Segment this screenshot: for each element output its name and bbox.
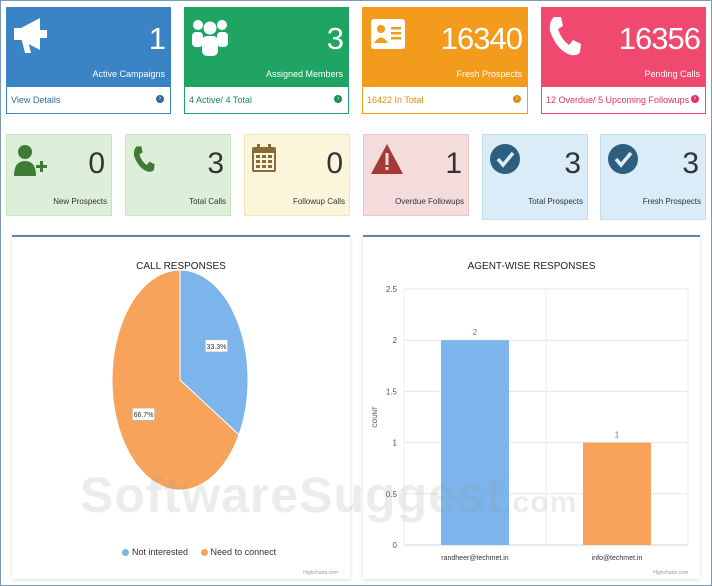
pie-slice-need-to-connect[interactable] (111, 269, 240, 491)
y-tick-label: 2 (393, 336, 398, 345)
card-label: Pending Calls (644, 69, 700, 79)
card-body: 1 Active Campaigns (6, 7, 171, 87)
y-tick-label: 0.5 (386, 490, 398, 499)
calendar-icon (251, 143, 277, 178)
agent-responses-panel: AGENT-WISE RESPONSES 0 0.5 1 1.5 2 2.5 COUNT 2 r… (363, 235, 700, 579)
stat-label: Fresh Prospects (642, 197, 701, 206)
card-footer-text: 4 Active/ 4 Total (189, 95, 252, 105)
bar-data-label: 1 (615, 431, 620, 440)
stat-label: Followup Calls (292, 197, 345, 206)
pie-legend: Not interested Need to connect (122, 547, 276, 557)
card-value: 16356 (618, 21, 701, 56)
x-tick-label: info@techmet.in (592, 555, 643, 562)
card-label: Fresh Prospects (456, 69, 522, 79)
card-label: Assigned Members (265, 69, 343, 79)
bar-data-label: 2 (473, 328, 478, 337)
overdue-followups-card[interactable]: 1 Overdue Followups (363, 134, 469, 216)
warning-icon (370, 143, 404, 180)
card-value: 16340 (440, 21, 523, 56)
card-body: 3 Assigned Members (184, 7, 349, 87)
card-value: 1 (148, 21, 166, 56)
card-footer-text: 16422 In Total (367, 95, 424, 105)
fresh-prospects-card: 16340 Fresh Prospects 16422 In Total › (362, 7, 528, 114)
y-tick-label: 1.5 (386, 387, 398, 396)
total-calls-card[interactable]: 3 Total Calls (125, 134, 231, 216)
pending-calls-footer-link[interactable]: 12 Overdue/ 5 Upcoming Followups › (541, 87, 706, 114)
assigned-members-card: 3 Assigned Members 4 Active/ 4 Total › (184, 7, 349, 114)
view-details-link[interactable]: View Details › (6, 87, 171, 114)
followup-calls-card[interactable]: 0 Followup Calls (244, 134, 350, 216)
prospects-footer-link[interactable]: 16422 In Total › (362, 87, 528, 114)
contact-card-icon (368, 15, 408, 58)
chart-credit[interactable]: Highcharts.com (303, 570, 338, 576)
panel-title: AGENT-WISE RESPONSES (467, 261, 596, 272)
panel-title: CALL RESPONSES (136, 261, 226, 272)
agent-responses-bar-chart: 0 0.5 1 1.5 2 2.5 COUNT 2 randheer@techmet.in 1 in… (373, 285, 689, 562)
arrow-circle-right-icon[interactable]: › (691, 95, 699, 103)
pie-slice-not-interested[interactable] (179, 269, 249, 436)
stat-value: 3 (682, 147, 699, 180)
stat-label: Overdue Followups (395, 197, 464, 206)
call-responses-pie-chart: 33.3% 66.7% (111, 269, 249, 491)
y-tick-label: 0 (393, 541, 398, 550)
y-axis-label: COUNT (373, 406, 379, 428)
pie-data-label: 66.7% (132, 407, 155, 421)
check-circle-icon (489, 143, 521, 180)
bar-randheer@techmet.in[interactable] (441, 340, 509, 545)
stat-label: Total Calls (189, 197, 226, 206)
card-body: 16356 Pending Calls (541, 7, 706, 87)
members-footer-link[interactable]: 4 Active/ 4 Total › (184, 87, 349, 114)
legend-item-need-to-connect[interactable]: Need to connect (200, 547, 276, 557)
svg-text:33.3%: 33.3% (207, 344, 227, 351)
pie-data-label: 33.3% (205, 339, 228, 353)
chart-credit[interactable]: Highcharts.com (653, 570, 688, 576)
check-circle-icon (607, 143, 639, 180)
card-label: Active Campaigns (92, 69, 165, 79)
stat-value: 0 (326, 147, 343, 180)
y-tick-label: 2.5 (386, 285, 398, 294)
group-icon (190, 15, 230, 64)
svg-text:66.7%: 66.7% (134, 412, 154, 419)
y-tick-label: 1 (393, 439, 398, 448)
watermark: SoftwareSuggest.com (80, 467, 578, 523)
active-campaigns-card: 1 Active Campaigns View Details › (6, 7, 171, 114)
bar-info@techmet.in[interactable] (583, 442, 651, 545)
arrow-circle-right-icon[interactable]: › (334, 95, 342, 103)
phone-icon (132, 143, 156, 180)
stat-value: 3 (207, 147, 224, 180)
phone-icon (547, 15, 583, 62)
x-tick-label: randheer@techmet.in (441, 555, 509, 562)
arrow-circle-right-icon[interactable]: › (513, 95, 521, 103)
stat-value: 1 (445, 147, 462, 180)
fresh-prospects-small-card[interactable]: 3 Fresh Prospects (600, 134, 706, 220)
new-prospects-card[interactable]: 0 New Prospects (6, 134, 112, 216)
pending-calls-card: 16356 Pending Calls 12 Overdue/ 5 Upcomi… (541, 7, 706, 114)
call-responses-panel: CALL RESPONSES 33.3% 66.7% Not interested… (12, 235, 350, 579)
stat-label: Total Prospects (528, 197, 583, 206)
stat-label: New Prospects (53, 197, 107, 206)
stat-value: 3 (564, 147, 581, 180)
megaphone-icon (12, 15, 50, 60)
arrow-circle-right-icon[interactable]: › (156, 95, 164, 103)
legend-item-not-interested[interactable]: Not interested (122, 547, 188, 557)
card-footer-text: 12 Overdue/ 5 Upcoming Followups (546, 95, 690, 105)
total-prospects-card[interactable]: 3 Total Prospects (482, 134, 588, 220)
stat-value: 0 (88, 147, 105, 180)
card-value: 3 (326, 21, 344, 56)
card-body: 16340 Fresh Prospects (362, 7, 528, 87)
card-footer-text: View Details (11, 95, 61, 105)
add-user-icon (13, 143, 47, 182)
